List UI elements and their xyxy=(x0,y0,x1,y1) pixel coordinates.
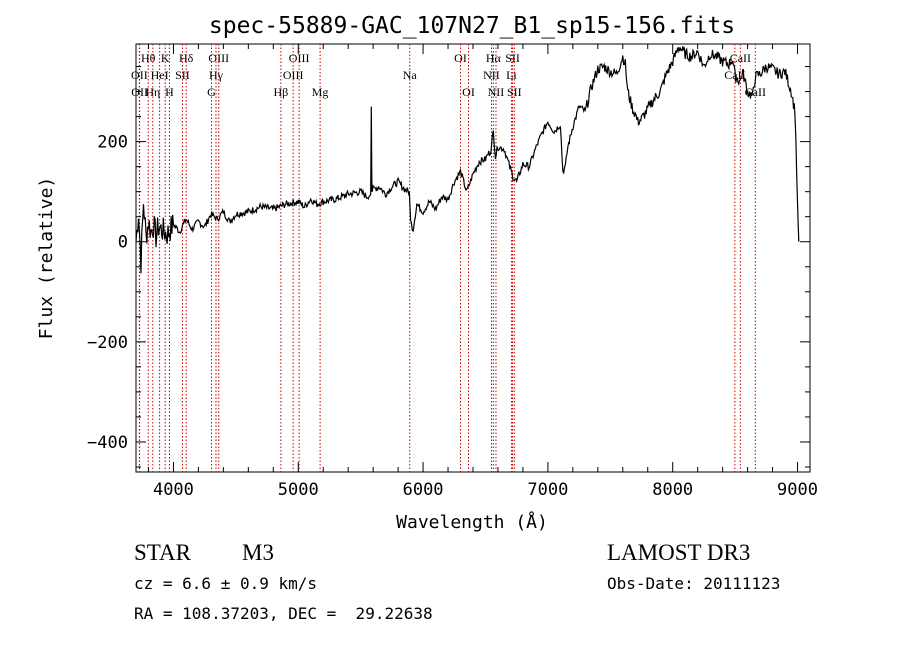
line-label-20: NII xyxy=(483,68,500,82)
line-label-23: Li xyxy=(506,68,517,82)
y-tick-labels: −400 −200 0 200 xyxy=(87,133,128,453)
line-label-7: SII xyxy=(175,68,190,82)
y-tick-label-2: 0 xyxy=(118,233,128,253)
y-tick-label-1: −200 xyxy=(87,333,128,353)
line-label-6: H xyxy=(165,85,174,99)
spectrum-chart: spec-55889-GAC_107N27_B1_sp15-156.fits H… xyxy=(36,13,818,533)
ra-dec: RA = 108.37203, DEC = 29.22638 xyxy=(134,604,433,623)
survey-name: LAMOST DR3 xyxy=(607,540,751,565)
axis-ticks xyxy=(136,44,810,472)
line-label-3: Hη xyxy=(145,85,160,99)
line-label-1: OII xyxy=(131,68,148,82)
y-tick-label-3: 200 xyxy=(97,133,128,153)
spectral-line-markers xyxy=(138,44,756,472)
x-tick-label-1: 5000 xyxy=(278,480,319,500)
x-tick-labels: 4000 5000 6000 7000 8000 9000 xyxy=(153,480,818,500)
line-label-17: OI xyxy=(454,51,467,65)
line-label-4: K xyxy=(161,51,170,65)
x-tick-label-2: 6000 xyxy=(403,480,444,500)
line-label-18: OI xyxy=(462,85,475,99)
line-label-10: Hγ xyxy=(209,68,224,82)
x-tick-label-5: 9000 xyxy=(777,480,818,500)
spectrum-series-line xyxy=(135,46,800,274)
line-label-12: Hβ xyxy=(274,85,289,99)
line-label-19: Hα xyxy=(486,51,502,65)
line-label-9: OIII xyxy=(208,51,229,65)
chart-title: spec-55889-GAC_107N27_B1_sp15-156.fits xyxy=(209,13,735,39)
x-tick-label-3: 7000 xyxy=(527,480,568,500)
line-label-0: Hθ xyxy=(141,51,156,65)
plot-frame xyxy=(135,43,811,473)
object-subclass: M3 xyxy=(242,540,274,565)
line-label-13: OIII xyxy=(289,51,310,65)
line-label-16: Na xyxy=(403,68,418,82)
line-label-25: CaII xyxy=(730,51,751,65)
y-axis-label: Flux (relative) xyxy=(36,177,57,340)
object-class: STAR xyxy=(134,540,191,565)
line-label-21: NII xyxy=(488,85,505,99)
x-tick-label-0: 4000 xyxy=(153,480,194,500)
line-label-11: G xyxy=(207,85,216,99)
line-label-15: Mg xyxy=(312,85,329,99)
y-tick-label-0: −400 xyxy=(87,433,128,453)
x-axis-label: Wavelength (Å) xyxy=(396,511,548,533)
x-tick-label-4: 8000 xyxy=(652,480,693,500)
redshift-cz: cz = 6.6 ± 0.9 km/s xyxy=(134,574,318,593)
line-label-22: SII xyxy=(505,51,520,65)
line-label-8: Hδ xyxy=(179,51,194,65)
observation-date: Obs-Date: 20111123 xyxy=(607,574,781,593)
line-label-24: SII xyxy=(507,85,522,99)
line-label-5: HeI xyxy=(151,68,169,82)
line-label-14: OIII xyxy=(283,68,304,82)
